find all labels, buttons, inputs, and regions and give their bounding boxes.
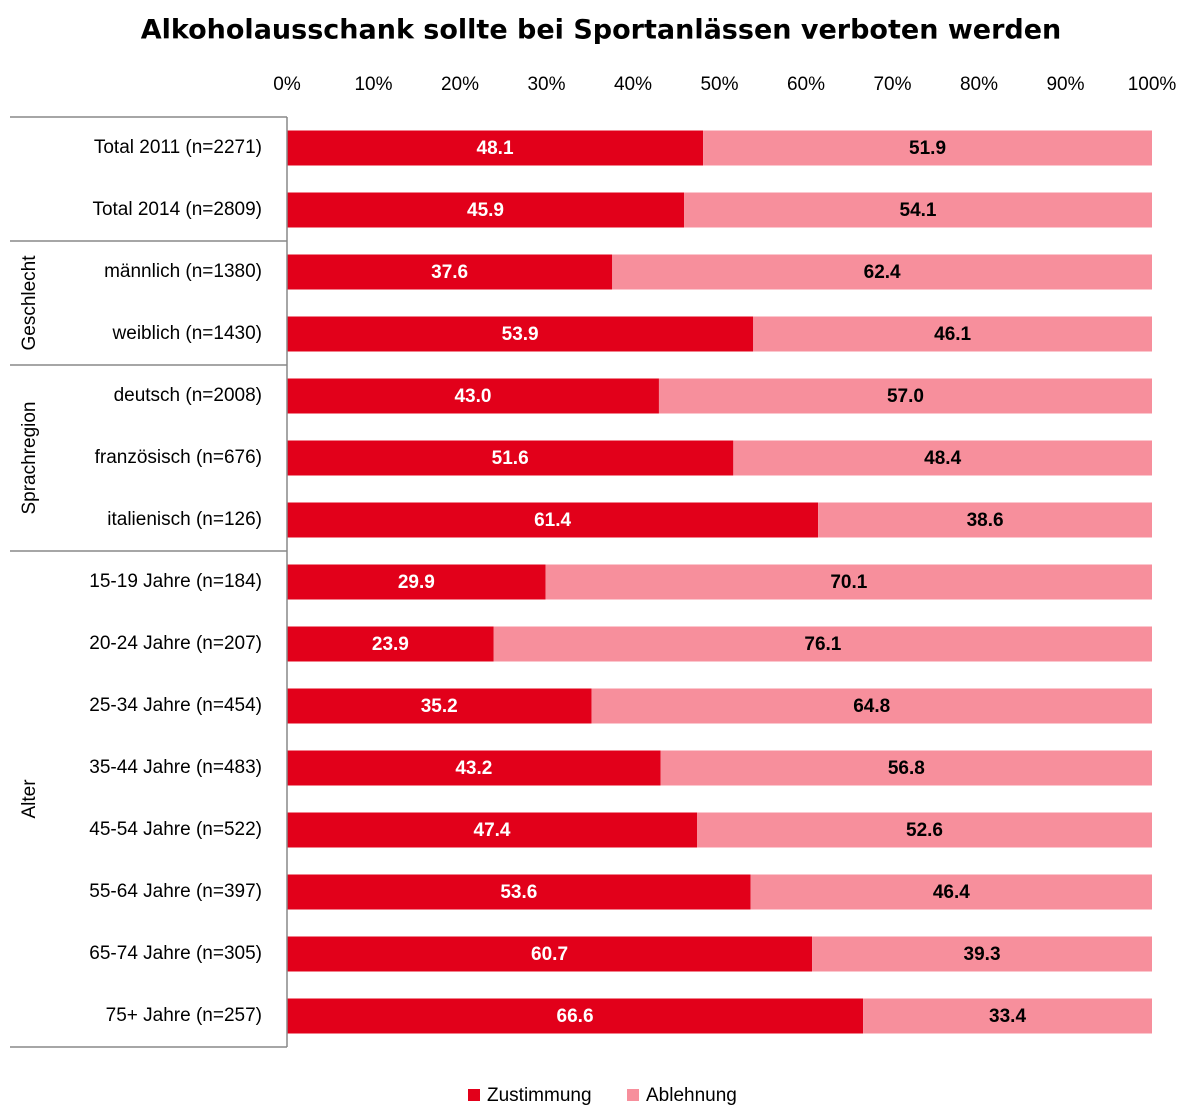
x-tick-label: 50% — [700, 74, 738, 95]
value-label: 54.1 — [900, 200, 937, 221]
bar-segment — [818, 502, 1152, 538]
y-tick-label: 20-24 Jahre (n=207) — [89, 633, 262, 654]
x-tick-label: 20% — [441, 74, 479, 95]
value-label: 57.0 — [887, 386, 924, 407]
value-label: 39.3 — [964, 944, 1001, 965]
x-tick-label: 80% — [960, 74, 998, 95]
value-label: 64.8 — [853, 696, 890, 717]
group-label: Sprachregion — [19, 401, 40, 514]
value-label: 60.7 — [531, 944, 568, 965]
group-label: Geschlecht — [19, 255, 40, 351]
group-label: Alter — [19, 779, 40, 819]
bar-segment — [660, 750, 1152, 786]
x-tick-label: 100% — [1128, 74, 1177, 95]
value-label: 56.8 — [888, 758, 925, 779]
bar-segment — [287, 812, 698, 848]
bar-segment — [287, 564, 546, 600]
value-label: 43.0 — [454, 386, 491, 407]
bar-segment — [684, 192, 1152, 228]
value-label: 23.9 — [372, 634, 409, 655]
y-tick-label: 35-44 Jahre (n=483) — [89, 757, 262, 778]
bar-segment — [697, 812, 1152, 848]
bar-segment — [287, 626, 494, 662]
y-tick-label: 55-64 Jahre (n=397) — [89, 881, 262, 902]
bar-segment — [287, 378, 659, 414]
bar-segment — [750, 874, 1152, 910]
chart-title: Alkoholausschank sollte bei Sportanlässe… — [141, 15, 1062, 46]
y-tick-label: 65-74 Jahre (n=305) — [89, 943, 262, 964]
bar-segment — [287, 936, 813, 972]
bar-segment — [753, 316, 1152, 352]
value-label: 66.6 — [557, 1006, 594, 1027]
y-tick-label: Total 2014 (n=2809) — [92, 199, 262, 220]
y-tick-label: 15-19 Jahre (n=184) — [89, 571, 262, 592]
bar-segment — [287, 750, 661, 786]
y-tick-label: weiblich (n=1430) — [112, 323, 262, 344]
x-tick-label: 70% — [873, 74, 911, 95]
value-label: 33.4 — [989, 1006, 1026, 1027]
y-tick-label: Total 2011 (n=2271) — [94, 137, 262, 158]
value-label: 51.6 — [492, 448, 529, 469]
x-tick-label: 30% — [527, 74, 565, 95]
y-tick-label: deutsch (n=2008) — [114, 385, 262, 406]
x-tick-label: 40% — [614, 74, 652, 95]
value-label: 45.9 — [467, 200, 504, 221]
bar-segment — [703, 130, 1152, 166]
legend-label: Zustimmung — [487, 1085, 592, 1106]
bar-segment — [612, 254, 1152, 290]
bar-segment — [287, 130, 704, 166]
value-label: 46.1 — [934, 324, 971, 345]
y-tick-label: italienisch (n=126) — [107, 509, 262, 530]
value-label: 76.1 — [804, 634, 841, 655]
value-label: 43.2 — [455, 758, 492, 779]
bar-segment — [658, 378, 1152, 414]
value-label: 29.9 — [398, 572, 435, 593]
legend-swatch — [627, 1089, 639, 1101]
y-tick-label: 45-54 Jahre (n=522) — [89, 819, 262, 840]
x-tick-label: 90% — [1046, 74, 1084, 95]
bar-segment — [287, 874, 751, 910]
bar-segment — [287, 440, 734, 476]
value-label: 38.6 — [967, 510, 1004, 531]
value-label: 35.2 — [421, 696, 458, 717]
y-tick-label: 75+ Jahre (n=257) — [106, 1005, 262, 1026]
x-tick-label: 60% — [787, 74, 825, 95]
value-label: 52.6 — [906, 820, 943, 841]
value-label: 46.4 — [933, 882, 970, 903]
bar-segment — [493, 626, 1152, 662]
value-label: 70.1 — [830, 572, 867, 593]
bar-segment — [287, 502, 819, 538]
bar-segment — [287, 316, 754, 352]
value-label: 47.4 — [474, 820, 511, 841]
bar-segment — [863, 998, 1152, 1034]
value-label: 48.1 — [477, 138, 514, 159]
y-tick-label: französisch (n=676) — [95, 447, 262, 468]
value-label: 53.6 — [500, 882, 537, 903]
y-tick-label: 25-34 Jahre (n=454) — [89, 695, 262, 716]
bar-segment — [591, 688, 1152, 724]
value-label: 61.4 — [534, 510, 571, 531]
value-label: 37.6 — [431, 262, 468, 283]
bar-segment — [812, 936, 1152, 972]
legend-label: Ablehnung — [646, 1085, 737, 1106]
bar-segment — [287, 192, 685, 228]
bar-segment — [733, 440, 1152, 476]
value-label: 62.4 — [864, 262, 901, 283]
bar-segment — [287, 254, 613, 290]
value-label: 51.9 — [909, 138, 946, 159]
value-label: 53.9 — [502, 324, 539, 345]
bar-segment — [287, 998, 864, 1034]
legend-swatch — [468, 1089, 480, 1101]
value-label: 48.4 — [924, 448, 961, 469]
x-tick-label: 10% — [354, 74, 392, 95]
bar-segment — [287, 688, 592, 724]
bar-segment — [545, 564, 1152, 600]
y-tick-label: männlich (n=1380) — [104, 261, 262, 282]
x-tick-label: 0% — [273, 74, 301, 95]
